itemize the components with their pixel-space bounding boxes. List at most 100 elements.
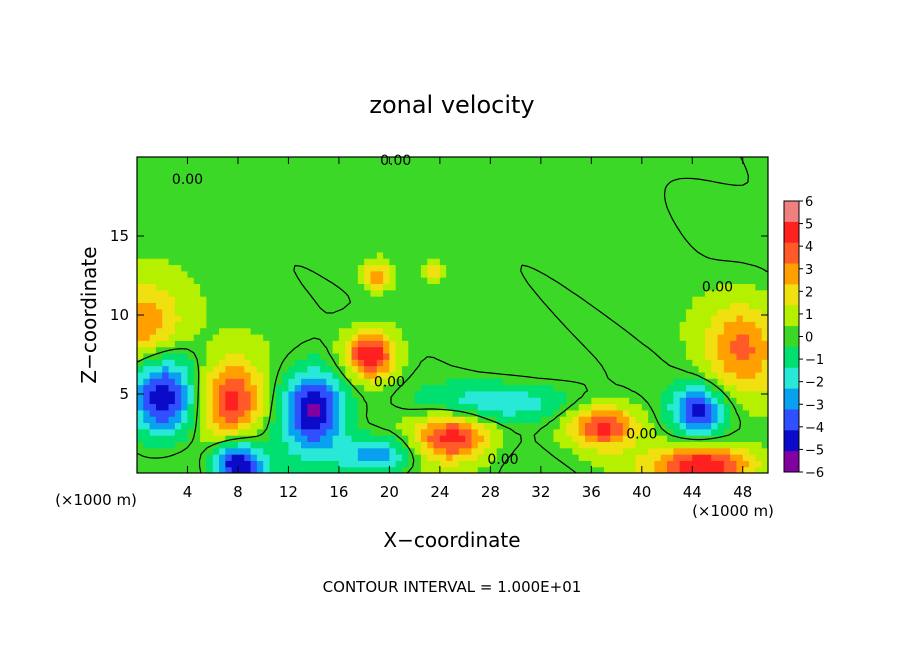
heatmap-cell <box>187 346 195 354</box>
heatmap-cell <box>685 245 693 253</box>
heatmap-cell <box>755 403 763 411</box>
heatmap-cell <box>269 371 277 379</box>
heatmap-cell <box>420 157 428 164</box>
heatmap-cell <box>591 428 599 436</box>
heatmap-cell <box>402 220 409 228</box>
heatmap-cell <box>698 409 706 417</box>
heatmap-cell <box>414 346 422 354</box>
heatmap-cell <box>610 352 618 360</box>
heatmap-cell <box>137 371 144 379</box>
heatmap-cell <box>206 226 214 234</box>
heatmap-cell <box>357 315 365 322</box>
heatmap-cell <box>282 270 290 278</box>
heatmap-cell <box>496 409 504 417</box>
heatmap-cell <box>244 289 252 297</box>
heatmap-cell <box>433 194 441 202</box>
heatmap-cell <box>307 447 315 455</box>
heatmap-cell <box>275 352 283 360</box>
heatmap-cell <box>370 315 378 322</box>
heatmap-cell <box>641 371 649 379</box>
heatmap-cell <box>244 384 252 392</box>
heatmap-cell <box>338 201 346 209</box>
heatmap-cell <box>351 441 359 449</box>
heatmap-cell <box>648 397 656 405</box>
heatmap-cell <box>294 239 302 247</box>
heatmap-cell <box>193 315 201 322</box>
heatmap-cell <box>433 333 441 341</box>
heatmap-cell <box>540 296 548 303</box>
heatmap-cell <box>597 409 605 417</box>
heatmap-cell <box>477 251 485 259</box>
heatmap-cell <box>528 169 536 177</box>
heatmap-cell <box>433 264 441 272</box>
heatmap-cell <box>345 194 353 202</box>
heatmap-cell <box>622 346 630 354</box>
heatmap-cell <box>723 403 731 411</box>
heatmap-cell <box>225 340 233 348</box>
heatmap-cell <box>408 188 416 196</box>
heatmap-cell <box>219 232 226 240</box>
heatmap-cell <box>250 264 258 272</box>
heatmap-cell <box>250 422 258 430</box>
heatmap-cell <box>692 327 700 335</box>
heatmap-cell <box>231 258 239 266</box>
heatmap-cell <box>641 220 649 228</box>
heatmap-cell <box>332 321 340 329</box>
heatmap-cell <box>736 175 744 183</box>
heatmap-cell <box>496 213 504 221</box>
heatmap-cell <box>736 169 744 177</box>
heatmap-cell <box>761 283 768 291</box>
heatmap-cell <box>685 207 693 215</box>
heatmap-cell <box>730 296 738 303</box>
heatmap-cell <box>761 428 768 436</box>
heatmap-cell <box>736 397 744 405</box>
heatmap-cell <box>439 409 447 417</box>
heatmap-cell <box>376 441 384 449</box>
heatmap-cell <box>679 365 687 373</box>
heatmap-cell <box>313 352 321 360</box>
heatmap-cell <box>357 245 365 253</box>
heatmap-cell <box>654 289 662 297</box>
heatmap-cell <box>263 346 271 354</box>
heatmap-cell <box>332 296 340 303</box>
heatmap-cell <box>237 346 245 354</box>
heatmap-cell <box>704 428 712 436</box>
heatmap-cell <box>547 251 555 259</box>
heatmap-cell <box>370 340 378 348</box>
heatmap-cell <box>319 346 327 354</box>
heatmap-cell <box>206 194 214 202</box>
heatmap-cell <box>496 340 504 348</box>
heatmap-cell <box>534 277 542 284</box>
heatmap-cell <box>408 169 416 177</box>
heatmap-cell <box>547 157 555 164</box>
heatmap-cell <box>446 264 454 272</box>
heatmap-cell <box>414 245 422 253</box>
heatmap-cell <box>521 258 529 266</box>
heatmap-cell <box>572 232 580 240</box>
heatmap-cell <box>502 454 510 461</box>
heatmap-cell <box>509 289 517 297</box>
heatmap-cell <box>420 346 428 354</box>
heatmap-cell <box>559 447 567 455</box>
heatmap-cell <box>692 340 700 348</box>
heatmap-cell <box>515 435 523 442</box>
heatmap-cell <box>553 384 561 392</box>
heatmap-cell <box>660 175 668 183</box>
heatmap-cell <box>484 454 491 461</box>
heatmap-cell <box>654 251 662 259</box>
heatmap-cell <box>307 403 315 411</box>
heatmap-cell <box>667 403 674 411</box>
heatmap-cell <box>742 194 750 202</box>
heatmap-cell <box>622 416 630 424</box>
heatmap-cell <box>761 333 768 341</box>
heatmap-cell <box>433 378 441 386</box>
heatmap-cell <box>585 397 592 405</box>
heatmap-cell <box>319 466 327 473</box>
heatmap-cell <box>326 333 334 341</box>
heatmap-cell <box>660 201 668 209</box>
heatmap-cell <box>389 201 397 209</box>
heatmap-cell <box>547 182 555 190</box>
heatmap-cell <box>685 447 693 455</box>
heatmap-cell <box>610 321 618 329</box>
heatmap-cell <box>610 365 618 373</box>
